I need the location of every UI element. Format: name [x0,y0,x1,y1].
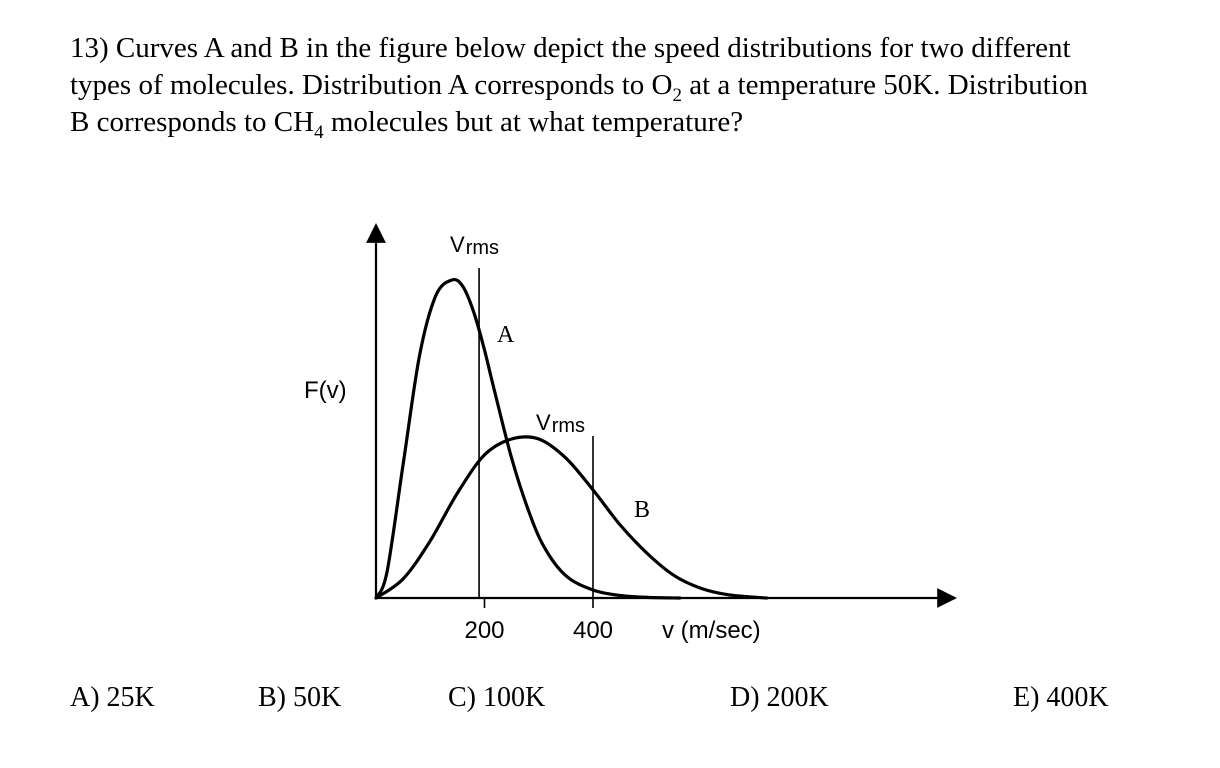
vrms-label-b: Vrms [536,410,585,437]
x-tick-label-400: 400 [573,617,613,644]
o2-subscript: 2 [672,85,683,106]
question-line-2: types of molecules. Distribution A corre… [70,67,1200,106]
question-line-2-part-b: at a temperature 50K. Distribution [682,69,1088,101]
choice-d[interactable]: D) 200K [730,682,829,713]
x-tick-label-200: 200 [464,617,504,644]
choice-b[interactable]: B) 50K [258,682,342,713]
distribution-curves [374,277,769,600]
curve-label-b: B [634,497,650,523]
question-text: 13) Curves A and B in the figure below d… [70,30,1200,143]
curve-b [374,435,769,600]
question-line-1: 13) Curves A and B in the figure below d… [70,30,1200,67]
answer-choices: A) 25K B) 50K C) 100K D) 200K E) 400K [0,682,1220,722]
ch4-subscript: 4 [314,122,324,143]
question-line-1-text: Curves A and B in the figure below depic… [115,32,1071,64]
question-line-3: B corresponds to CH4 molecules but at wh… [70,104,1200,143]
question-number: 13) [70,32,109,64]
vrms-label-a: Vrms [450,232,499,259]
question-line-3-part-a: B corresponds to CH [70,106,315,138]
choice-c[interactable]: C) 100K [448,682,546,713]
x-ticks: 200 400 [464,598,613,644]
vrms-label-a-sub: rms [466,237,499,259]
vrms-lines [478,268,594,598]
curve-label-a: A [497,322,515,348]
curve-a [374,277,682,600]
question-line-3-part-b: molecules but at what temperature? [323,106,744,138]
x-axis-label: v (m/sec) [662,617,761,644]
choice-e[interactable]: E) 400K [1013,682,1109,713]
vrms-label-a-v: V [450,232,465,257]
question-line-2-part-a: types of molecules. Distribution A corre… [70,69,673,101]
y-axis-label: F(v) [304,377,347,404]
vrms-label-b-v: V [536,410,551,435]
vrms-label-b-sub: rms [552,415,585,437]
choice-a[interactable]: A) 25K [70,682,155,713]
